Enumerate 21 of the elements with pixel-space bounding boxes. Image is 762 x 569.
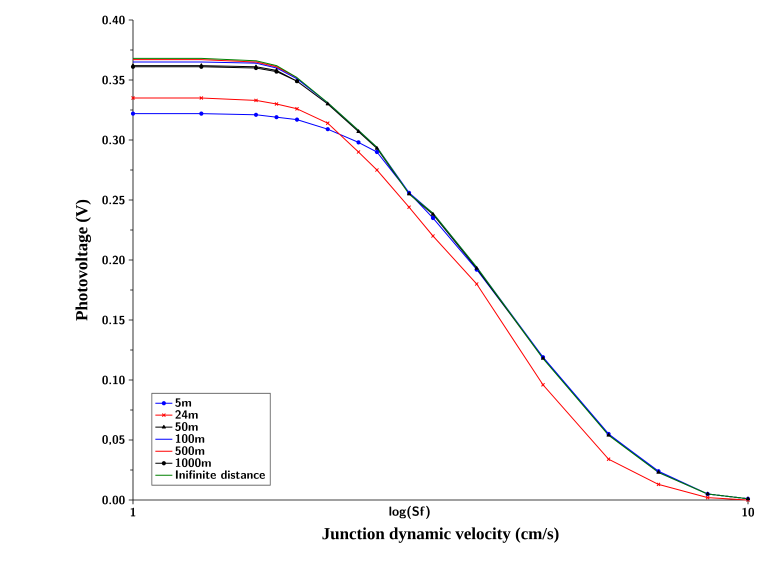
legend-label: 1000m [176,458,211,468]
text: log(Sf) [389,506,430,519]
y-tick-label: 0.40 [102,16,125,24]
legend-label: Inifinite distance [176,470,265,479]
y-tick-label: 0.35 [102,76,125,84]
legend-label: 5m [175,398,192,407]
x-axis-title: Junction dynamic velocity (cm/s) [322,527,559,543]
x-tick-label: 1 [130,508,136,516]
y-tick-label: 0.25 [102,196,125,204]
y-axis-title: Photovoltage (V) [76,200,91,321]
legend-label: 50m [175,422,198,431]
y-tick-label: 0.30 [102,136,125,144]
y-tick-label: 0.10 [102,376,125,384]
x-tick-label: 10 [742,508,754,517]
legend-label: 100m [176,434,204,443]
legend-label: 500m [175,446,204,456]
y-tick-label: 0.15 [102,316,125,324]
legend-label: 24m [175,410,198,419]
y-tick-label: 0.20 [102,256,125,264]
y-tick-label: 0.00 [102,496,125,504]
y-tick-label: 0,05 [102,435,125,445]
